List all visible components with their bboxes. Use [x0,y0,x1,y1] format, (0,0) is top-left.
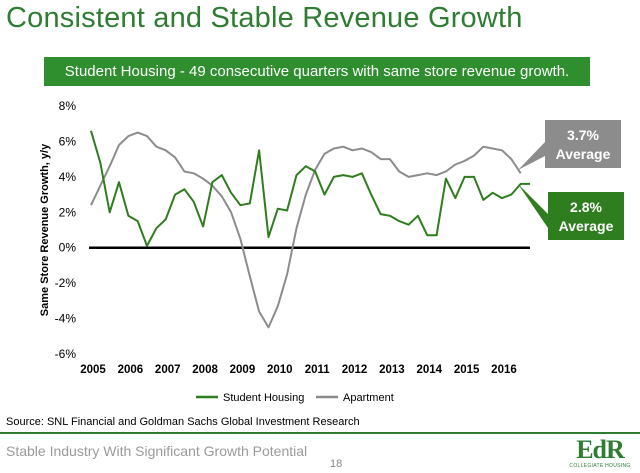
logo-subtitle: COLLEGIATE HOUSING [569,463,631,469]
apartment-average-callout [518,120,621,170]
footer-tagline: Stable Industry With Significant Growth … [6,443,308,459]
revenue-growth-chart: -6% -4% -2% 0% 2% 4% 6% 8% 2005 2006 2007 2008 2009 2… [39,99,624,404]
y-tick-label: 0% [59,241,77,255]
x-tick-label: 2016 [491,364,517,376]
page-number: 18 [330,458,343,470]
y-tick-label: 6% [59,134,77,148]
series-line-student-housing [90,130,530,247]
headline-banner: Student Housing - 49 consecutive quarter… [44,57,590,86]
x-tick-label: 2009 [230,364,256,376]
series-line-apartment [90,131,522,329]
edr-logo: EdR COLLEGIATE HOUSING [567,437,633,471]
x-tick-label: 2011 [305,364,331,376]
callout-label: Average [556,146,611,162]
y-axis-title: Same Store Revenue Growth, y/y [39,143,51,316]
x-tick-label: 2014 [416,364,442,376]
footer-divider [0,432,640,434]
x-tick-label: 2015 [454,364,480,376]
source-note: Source: SNL Financial and Goldman Sachs … [6,416,360,428]
x-tick-label: 2010 [267,364,293,376]
y-tick-label: 8% [59,99,77,113]
y-tick-label: -4% [55,312,77,326]
y-tick-label: 2% [59,205,77,219]
legend-label-apartment: Apartment [343,392,394,404]
x-tick-label: 2013 [379,364,405,376]
student-housing-average-callout [518,184,624,240]
y-tick-label: -6% [55,347,77,361]
x-tick-label: 2012 [342,364,368,376]
x-tick-label: 2006 [118,364,144,376]
x-tick-label: 2008 [192,364,218,376]
slide-title: Consistent and Stable Revenue Growth [6,2,523,34]
legend-label-student-housing: Student Housing [223,392,304,404]
callout-value: 3.7% [567,127,599,143]
y-tick-label: 4% [59,170,77,184]
callout-value: 2.8% [570,199,602,215]
logo-mark: EdR [576,435,625,464]
callout-label: Average [559,218,614,234]
x-tick-label: 2007 [155,364,181,376]
x-tick-label: 2005 [80,364,106,376]
y-tick-label: -2% [55,276,77,290]
